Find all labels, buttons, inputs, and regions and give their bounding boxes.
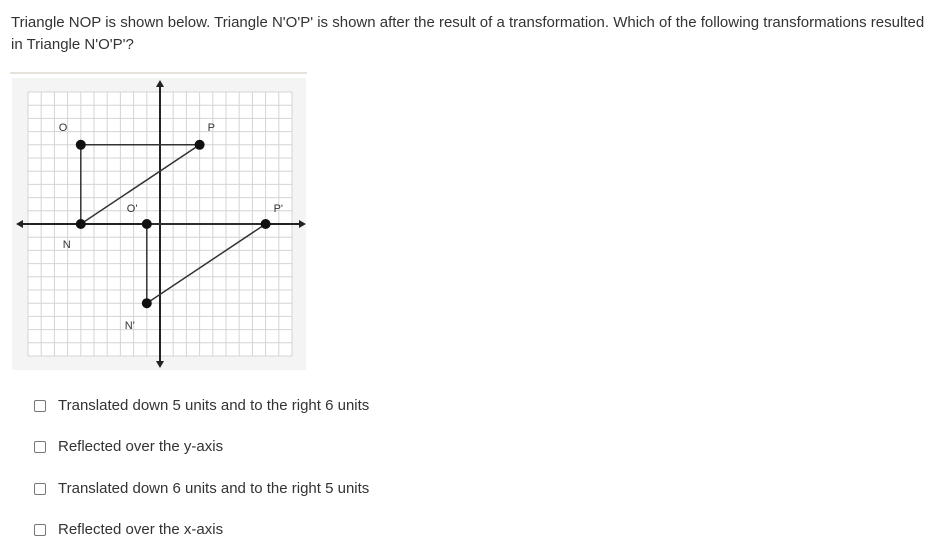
triangle-nop xyxy=(80,144,203,226)
vertex-point xyxy=(260,219,271,229)
question-text: Triangle NOP is shown below. Triangle N'… xyxy=(11,14,925,53)
option-label: Translated down 6 units and to the right… xyxy=(58,480,370,497)
vertex-label: N' xyxy=(125,320,135,332)
checkbox[interactable] xyxy=(34,482,46,495)
vertex-point xyxy=(75,139,86,150)
vertex-label: O' xyxy=(127,203,138,215)
arrow-down-icon xyxy=(156,361,164,368)
checkbox[interactable] xyxy=(34,440,46,453)
vertex-point xyxy=(141,298,152,309)
vertex-label: N xyxy=(63,239,71,251)
vertex-point xyxy=(75,219,86,229)
vertex-label: P xyxy=(208,122,215,134)
vertex-point xyxy=(194,139,205,150)
checkbox[interactable] xyxy=(34,399,46,412)
arrow-right-icon xyxy=(299,220,306,228)
coordinate-graph: N O P N' O' P' xyxy=(16,80,306,368)
option-4[interactable]: Reflected over the x-axis xyxy=(34,521,223,538)
vertex-point xyxy=(141,219,152,229)
triangle-nop-prime xyxy=(146,223,269,305)
option-1[interactable]: Translated down 5 units and to the right… xyxy=(34,397,369,414)
arrow-up-icon xyxy=(156,80,164,87)
checkbox[interactable] xyxy=(34,523,46,536)
option-3[interactable]: Translated down 6 units and to the right… xyxy=(34,480,369,497)
vertex-label: P' xyxy=(274,203,283,215)
option-label: Translated down 5 units and to the right… xyxy=(58,397,370,414)
option-label: Reflected over the x-axis xyxy=(58,521,224,538)
vertex-label: O xyxy=(59,122,68,134)
arrow-left-icon xyxy=(16,220,23,228)
option-label: Reflected over the y-axis xyxy=(58,438,224,455)
divider xyxy=(10,72,307,74)
option-2[interactable]: Reflected over the y-axis xyxy=(34,438,223,455)
